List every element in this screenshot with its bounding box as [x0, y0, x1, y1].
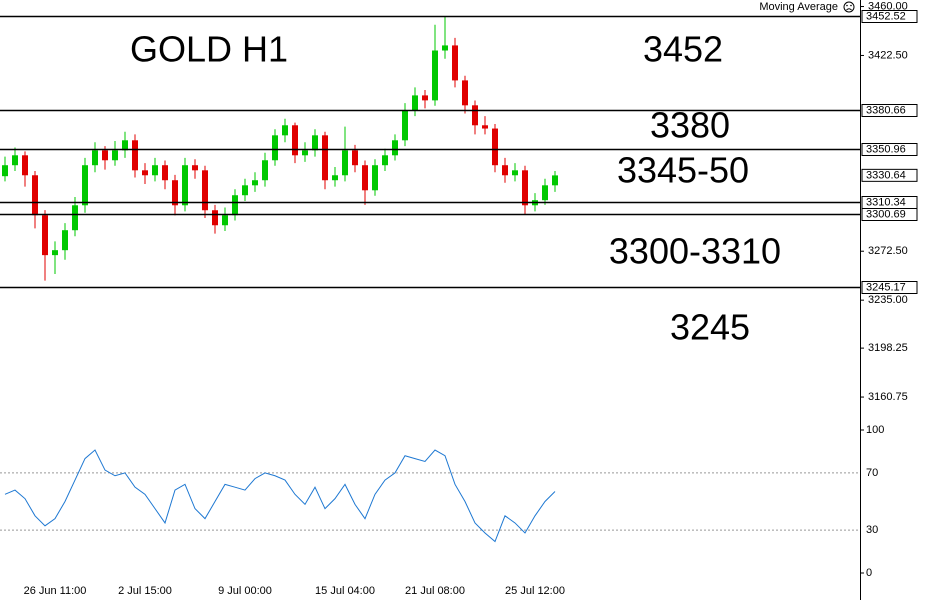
candle-body: [552, 175, 558, 186]
candle-body: [442, 45, 448, 51]
candle-body: [392, 140, 398, 156]
candle-body: [192, 165, 198, 171]
candle-body: [32, 175, 38, 216]
candle-body: [62, 230, 68, 251]
level-label-box: [861, 208, 918, 221]
rsi-line: [4, 449, 556, 543]
candle-body: [12, 155, 18, 166]
candle-body: [382, 155, 388, 166]
candle-body: [132, 140, 138, 171]
candle-body: [162, 165, 168, 181]
x-tick-label: 9 Jul 00:00: [218, 585, 272, 597]
y-tick-label: 100: [866, 424, 884, 436]
x-tick-label: 21 Jul 08:00: [405, 585, 465, 597]
candle-body: [172, 180, 178, 206]
candle-body: [402, 110, 408, 141]
level-label-box: [861, 281, 918, 294]
candle-body: [242, 185, 248, 196]
y-tick-label: 0: [866, 567, 872, 579]
y-tick-label: 3160.75: [868, 391, 908, 403]
candle-body: [102, 150, 108, 161]
candle-body: [422, 95, 428, 101]
candle-body: [542, 185, 548, 201]
candle-body: [412, 95, 418, 111]
level-label-box: [861, 104, 918, 117]
level-label: 3300.69: [866, 208, 906, 220]
level-label: 3350.96: [866, 143, 906, 155]
candle-body: [112, 150, 118, 161]
candle-body: [302, 150, 308, 156]
candle-body: [72, 205, 78, 231]
candle-body: [262, 160, 268, 181]
candle-body: [232, 195, 238, 216]
annotation: 3245: [670, 307, 750, 348]
x-tick-label: 25 Jul 12:00: [505, 585, 565, 597]
x-tick-label: 2 Jul 15:00: [118, 585, 172, 597]
candle-body: [202, 170, 208, 211]
y-tick-label: 3272.50: [868, 245, 908, 257]
y-tick-label: 30: [866, 524, 878, 536]
level-label-box: [861, 143, 918, 156]
candle-body: [252, 180, 258, 186]
candle-body: [2, 165, 8, 177]
x-tick-label: 26 Jun 11:00: [24, 585, 87, 597]
candle-body: [462, 80, 468, 106]
current-price-label: 3330.64: [866, 169, 906, 181]
chart-title: GOLD H1: [130, 29, 288, 70]
annotation: 3345-50: [617, 150, 749, 191]
y-tick-label: 3422.50: [868, 49, 908, 61]
candle-body: [272, 135, 278, 161]
y-tick-label: 3235.00: [868, 294, 908, 306]
indicator-label: Moving Average: [759, 1, 838, 13]
level-label: 3452.52: [866, 10, 906, 22]
x-tick-label: 15 Jul 04:00: [315, 585, 375, 597]
level-label: 3380.66: [866, 104, 906, 116]
candle-body: [332, 175, 338, 181]
candle-body: [182, 165, 188, 206]
y-tick-label: 3198.25: [868, 342, 908, 354]
candle-body: [502, 165, 508, 176]
level-label: 3310.34: [866, 196, 906, 208]
candle-body: [152, 165, 158, 176]
level-label: 3245.17: [866, 281, 906, 293]
candle-body: [362, 165, 368, 191]
candle-body: [212, 210, 218, 226]
candle-body: [452, 45, 458, 81]
candle-body: [312, 135, 318, 151]
candle-body: [92, 150, 98, 166]
candle-body: [42, 215, 48, 256]
level-label-box: [861, 10, 918, 23]
candle-body: [372, 165, 378, 191]
candle-body: [122, 140, 128, 151]
candle-body: [282, 125, 288, 136]
y-tick-label: 3460.00: [868, 0, 908, 12]
candle-body: [492, 128, 498, 166]
current-price-marker: [861, 168, 918, 182]
candle-body: [142, 170, 148, 176]
candle-body: [52, 250, 58, 256]
candle-body: [22, 155, 28, 176]
candle-body: [432, 50, 438, 101]
y-tick-label: 70: [866, 467, 878, 479]
candle-body: [222, 215, 228, 226]
candle-body: [522, 170, 528, 206]
candle-body: [82, 165, 88, 206]
annotation: 3452: [643, 29, 723, 70]
candle-body: [472, 105, 478, 126]
annotation: 3300-3310: [609, 231, 781, 272]
candle-body: [482, 125, 488, 129]
candle-body: [322, 135, 328, 181]
candle-body: [352, 150, 358, 166]
candle-body: [512, 170, 518, 176]
annotation: 3380: [650, 105, 730, 146]
candle-body: [292, 125, 298, 156]
sad-icon: [843, 1, 855, 13]
candle-body: [342, 150, 348, 176]
